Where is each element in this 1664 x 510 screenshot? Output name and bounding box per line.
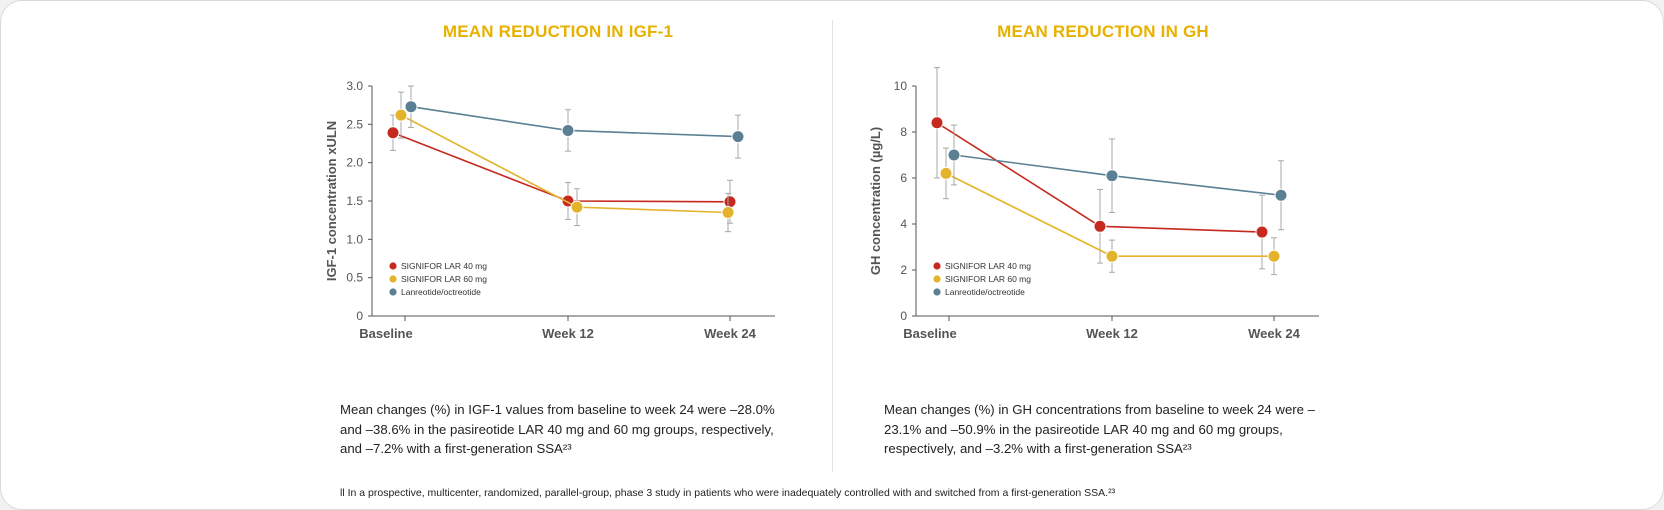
series-line	[392, 132, 731, 203]
y-tick-label: 2.5	[346, 117, 363, 131]
gh-chart-title: MEAN REDUCTION IN GH	[997, 22, 1209, 41]
legend-label: SIGNIFOR LAR 60 mg	[401, 274, 487, 284]
gh-caption: Mean changes (%) in GH concentrations fr…	[884, 402, 1316, 456]
y-tick-label: 10	[894, 79, 908, 93]
y-axis-label: GH concentration (µg/L)	[868, 127, 883, 275]
x-tick-label: Week 12	[542, 326, 594, 341]
y-tick-label: 6	[900, 171, 907, 185]
legend-label: Lanreotide/octreotide	[945, 287, 1025, 297]
y-tick-label: 8	[900, 125, 907, 139]
y-tick-label: 0.5	[346, 271, 363, 285]
series-line	[945, 172, 1274, 257]
legend-marker	[933, 275, 941, 283]
data-point	[1274, 188, 1288, 202]
y-tick-label: 1.5	[346, 194, 363, 208]
x-tick-label: Baseline	[359, 326, 412, 341]
y-tick-label: 2.0	[346, 156, 363, 170]
legend-label: SIGNIFOR LAR 60 mg	[945, 274, 1031, 284]
y-tick-label: 4	[900, 217, 907, 231]
legend-label: SIGNIFOR LAR 40 mg	[401, 261, 487, 271]
data-point	[1105, 169, 1119, 183]
data-point	[394, 108, 408, 122]
legend-marker	[933, 288, 941, 296]
legend-label: SIGNIFOR LAR 40 mg	[945, 261, 1031, 271]
y-axis-label: IGF-1 concentration xULN	[324, 121, 339, 281]
y-tick-label: 0	[900, 309, 907, 323]
legend-label: Lanreotide/octreotide	[401, 287, 481, 297]
y-tick-label: 1.0	[346, 232, 363, 246]
data-point	[939, 166, 953, 180]
data-point	[1255, 225, 1269, 239]
data-point	[947, 148, 961, 162]
y-tick-label: 2	[900, 263, 907, 277]
igf1-chart-title: MEAN REDUCTION IN IGF-1	[442, 22, 674, 41]
legend-marker	[389, 262, 397, 270]
data-point	[1267, 249, 1281, 263]
x-tick-label: Week 24	[1248, 326, 1301, 341]
data-point	[386, 126, 400, 140]
data-point	[1105, 249, 1119, 263]
legend-marker	[389, 275, 397, 283]
data-point	[404, 100, 418, 114]
legend-marker	[389, 288, 397, 296]
gh-line-chart: 0 2 4 6 8 10 Baseline Week 12 Week 24 GH concentr…	[868, 67, 1319, 341]
data-point	[721, 206, 735, 219]
series-line	[410, 105, 739, 138]
igf1-line-chart: 0 0.5 1.0 1.5 2.0 2.5 3.0 Baseline Week 12 Week 2…	[324, 79, 775, 341]
data-point	[723, 195, 737, 209]
footnote: ll In a prospective, multicenter, random…	[340, 487, 1116, 499]
y-tick-label: 0	[356, 309, 363, 323]
igf1-caption: Mean changes (%) in IGF-1 values from ba…	[340, 402, 775, 456]
legend-marker	[933, 262, 941, 270]
x-tick-label: Week 24	[704, 326, 757, 341]
y-tick-label: 3.0	[346, 79, 363, 93]
x-tick-label: Baseline	[903, 326, 956, 341]
data-point	[731, 130, 745, 144]
data-point	[561, 123, 575, 137]
data-point	[930, 116, 944, 130]
data-point	[570, 200, 584, 214]
data-point	[1093, 219, 1107, 233]
panel-divider	[832, 20, 833, 472]
x-tick-label: Week 12	[1086, 326, 1138, 341]
